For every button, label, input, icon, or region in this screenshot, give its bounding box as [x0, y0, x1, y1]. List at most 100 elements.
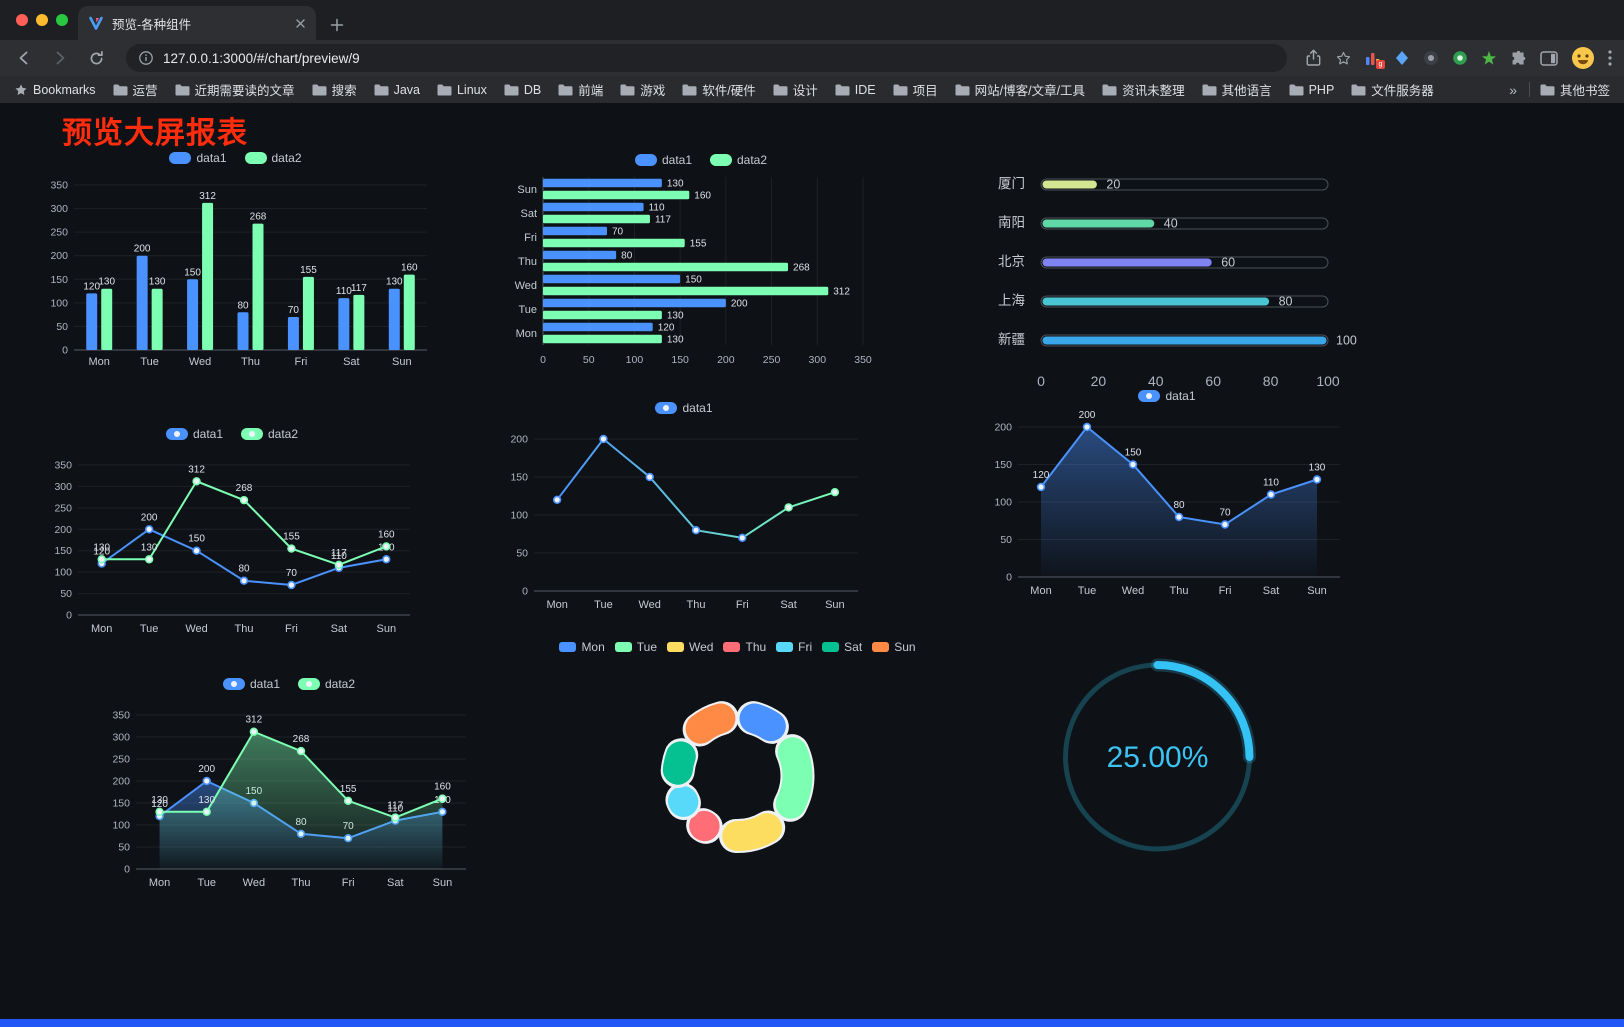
svg-text:150: 150 [671, 354, 689, 366]
tab-close-icon[interactable] [295, 18, 306, 29]
reload-button[interactable] [84, 46, 108, 70]
legend-marker-icon [222, 678, 245, 690]
svg-text:Fri: Fri [295, 356, 308, 368]
legend-marker-icon [667, 642, 685, 652]
legend-item[interactable]: data2 [241, 427, 298, 441]
svg-text:Tue: Tue [197, 877, 216, 889]
legend-item[interactable]: Wed [667, 640, 713, 654]
legend-label: data1 [1165, 389, 1196, 403]
legend-label: data1 [249, 677, 280, 691]
bookmark-folder[interactable]: 文件服务器 [1351, 80, 1434, 99]
bookmark-folder[interactable]: 近期需要读的文章 [175, 80, 295, 99]
bookmark-folder[interactable]: PHP [1289, 83, 1334, 97]
svg-text:120: 120 [1033, 470, 1050, 481]
svg-text:Sun: Sun [376, 623, 396, 635]
svg-text:110: 110 [1263, 478, 1279, 489]
zoom-window-button[interactable] [56, 14, 68, 26]
bookmark-folder[interactable]: 其他语言 [1202, 80, 1272, 99]
svg-text:117: 117 [655, 214, 671, 225]
browser-toolbar: 127.0.0.1:3000/#/chart/preview/9 g [0, 40, 1624, 76]
bookmark-folder[interactable]: Java [374, 83, 420, 97]
svg-text:150: 150 [994, 459, 1012, 471]
legend-item[interactable]: data2 [298, 677, 355, 691]
legend-item[interactable]: Thu [723, 640, 766, 654]
svg-text:Wed: Wed [189, 356, 211, 368]
legend-item[interactable]: data2 [710, 153, 767, 167]
bookmark-label: 文件服务器 [1371, 84, 1434, 98]
new-tab-button[interactable] [330, 18, 344, 32]
svg-text:117: 117 [331, 548, 347, 559]
legend-item[interactable]: Sat [822, 640, 862, 654]
svg-text:250: 250 [54, 502, 72, 514]
extension-dark-circle-icon[interactable] [1423, 50, 1439, 66]
legend-item[interactable]: Sun [872, 640, 916, 654]
svg-text:20: 20 [1091, 373, 1107, 389]
forward-button[interactable] [48, 46, 72, 70]
svg-text:312: 312 [246, 715, 263, 726]
legend-item[interactable]: data1 [165, 427, 223, 441]
extensions-puzzle-icon[interactable] [1510, 50, 1527, 67]
folder-icon [1351, 84, 1366, 95]
menu-kebab-icon[interactable] [1608, 50, 1612, 66]
chart-line-dual-area: data1 data2 0 50 100 150 200 250 300 350 Mon Tue Wed… [100, 673, 478, 893]
bookmark-folder[interactable]: 网站/博客/文章/工具 [955, 80, 1085, 99]
legend-item[interactable]: Mon [559, 640, 605, 654]
svg-text:Tue: Tue [140, 623, 159, 635]
extension-kite-icon[interactable] [1394, 50, 1410, 66]
chart-line-dual: data1 data2 0 50 100 150 200 250 300 350 Mon Tue Wed… [42, 423, 422, 639]
legend-item[interactable]: data2 [244, 151, 302, 165]
back-button[interactable] [12, 46, 36, 70]
extension-green-star-icon[interactable] [1481, 50, 1497, 66]
bookmark-folder[interactable]: 前端 [558, 80, 603, 99]
svg-text:100: 100 [1316, 373, 1340, 389]
chart-legend: data1 data2 [42, 423, 422, 445]
svg-text:Sun: Sun [1307, 585, 1327, 597]
bookmark-folder[interactable]: 搜索 [312, 80, 357, 99]
svg-text:Thu: Thu [292, 877, 311, 889]
profile-avatar[interactable] [1571, 46, 1595, 70]
extension-green-circle-icon[interactable] [1452, 50, 1468, 66]
bookmarks-root-item[interactable]: Bookmarks [14, 83, 96, 97]
side-panel-icon[interactable] [1540, 50, 1558, 66]
extension-metrics-icon[interactable]: g [1365, 50, 1385, 69]
svg-text:50: 50 [583, 354, 595, 366]
svg-text:268: 268 [793, 262, 810, 273]
legend-item[interactable]: data1 [1138, 389, 1196, 403]
legend-item[interactable]: data1 [169, 151, 227, 165]
legend-item[interactable]: data1 [655, 401, 713, 415]
bookmark-label: Bookmarks [33, 82, 96, 97]
page-title: 预览大屏报表 [62, 117, 248, 150]
bookmark-folder[interactable]: 设计 [773, 80, 818, 99]
legend-item[interactable]: data1 [634, 153, 692, 167]
legend-item[interactable]: data1 [222, 677, 280, 691]
bookmark-folder[interactable]: Linux [437, 83, 487, 97]
bookmarks-overflow-chevron[interactable]: » [1509, 81, 1517, 98]
bookmark-star-icon[interactable] [1335, 50, 1352, 67]
svg-text:350: 350 [50, 180, 68, 192]
bookmark-folder[interactable]: 资讯未整理 [1102, 80, 1185, 99]
bookmark-folder[interactable]: 游戏 [620, 80, 665, 99]
bookmark-folder[interactable]: DB [504, 83, 541, 97]
browser-tab[interactable]: 预览-各种组件 [78, 6, 316, 40]
star-icon [15, 83, 27, 95]
svg-text:200: 200 [198, 764, 215, 775]
address-bar[interactable]: 127.0.0.1:3000/#/chart/preview/9 [126, 44, 1287, 72]
url-text[interactable]: 127.0.0.1:3000/#/chart/preview/9 [163, 50, 360, 66]
other-bookmarks-folder[interactable]: 其他书签 [1540, 80, 1610, 99]
legend-marker-icon [723, 642, 741, 652]
close-window-button[interactable] [16, 14, 28, 26]
chart-grouped-bar: data1 data2 0 50 100 150 200 250 300 350 Mon 120 130… [38, 147, 433, 372]
site-info-icon[interactable] [138, 50, 154, 66]
bookmark-folder[interactable]: 软件/硬件 [682, 80, 756, 99]
svg-text:北京: 北京 [998, 254, 1025, 269]
bookmark-folder[interactable]: IDE [835, 83, 876, 97]
legend-item[interactable]: Tue [614, 640, 657, 654]
share-icon[interactable] [1305, 49, 1322, 67]
divider [1528, 82, 1530, 97]
legend-item[interactable]: Fri [776, 640, 812, 654]
bookmark-folder[interactable]: 运营 [113, 80, 158, 99]
legend-marker-icon [776, 642, 794, 652]
bookmark-folder[interactable]: 项目 [893, 80, 938, 99]
svg-text:Thu: Thu [687, 599, 706, 611]
minimize-window-button[interactable] [36, 14, 48, 26]
